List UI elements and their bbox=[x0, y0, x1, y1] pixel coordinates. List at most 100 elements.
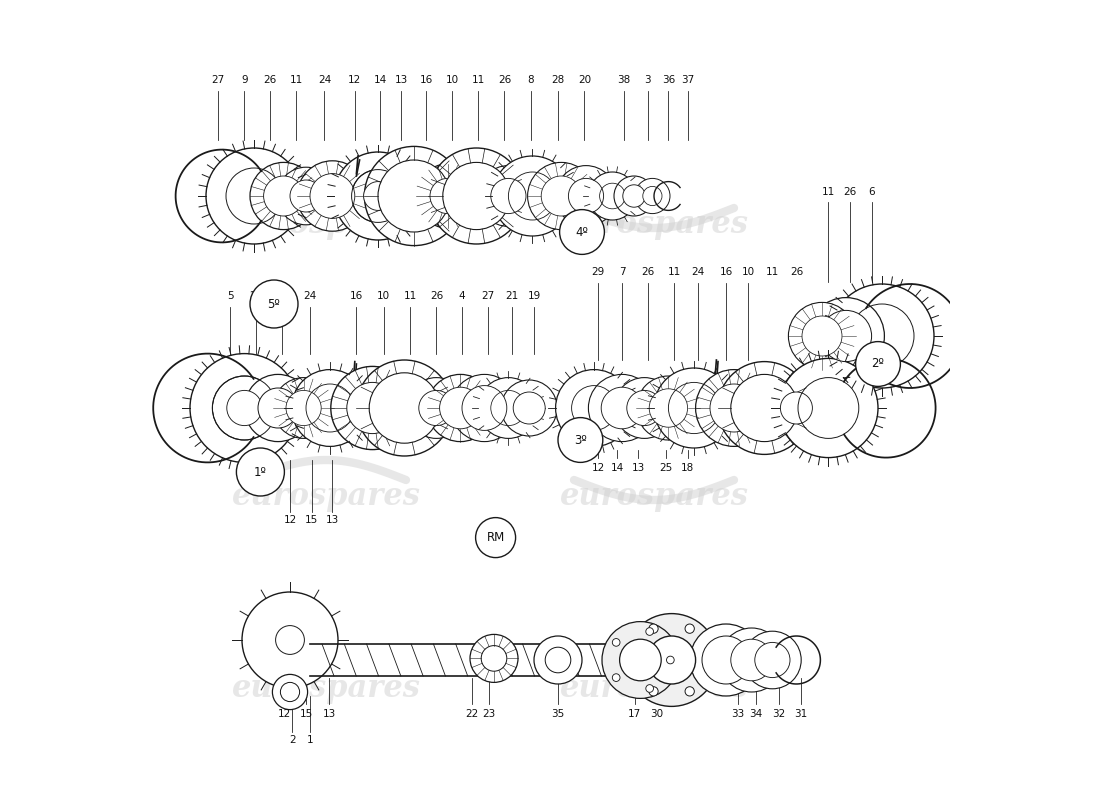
Text: 2º: 2º bbox=[871, 358, 884, 370]
Text: 16: 16 bbox=[419, 75, 432, 85]
Circle shape bbox=[558, 418, 603, 462]
Circle shape bbox=[588, 374, 656, 442]
Text: 12: 12 bbox=[284, 515, 297, 525]
Circle shape bbox=[242, 592, 338, 688]
Circle shape bbox=[491, 178, 526, 214]
Circle shape bbox=[250, 280, 298, 328]
Text: eurospares: eurospares bbox=[232, 673, 420, 703]
Circle shape bbox=[623, 185, 646, 207]
Circle shape bbox=[703, 655, 713, 665]
Text: RM: RM bbox=[486, 531, 505, 544]
Circle shape bbox=[667, 656, 674, 664]
Circle shape bbox=[789, 302, 856, 370]
Text: 25: 25 bbox=[659, 463, 672, 473]
Text: 11: 11 bbox=[822, 187, 835, 197]
Circle shape bbox=[212, 376, 276, 440]
Text: 33: 33 bbox=[732, 709, 745, 718]
Text: 24: 24 bbox=[318, 75, 331, 85]
Circle shape bbox=[280, 682, 299, 702]
Text: 9: 9 bbox=[241, 75, 248, 85]
Circle shape bbox=[364, 182, 393, 210]
Text: 24: 24 bbox=[304, 291, 317, 301]
Circle shape bbox=[419, 390, 454, 426]
Circle shape bbox=[744, 631, 801, 689]
Circle shape bbox=[602, 387, 642, 429]
Circle shape bbox=[614, 176, 654, 216]
Circle shape bbox=[730, 639, 772, 681]
Text: 26: 26 bbox=[263, 75, 276, 85]
Text: 37: 37 bbox=[681, 75, 694, 85]
Text: eurospares: eurospares bbox=[232, 209, 420, 239]
Circle shape bbox=[378, 160, 450, 232]
Text: 11: 11 bbox=[404, 291, 417, 301]
Circle shape bbox=[588, 172, 637, 220]
Circle shape bbox=[685, 624, 694, 634]
Text: 26: 26 bbox=[790, 267, 803, 277]
Text: 26: 26 bbox=[641, 267, 654, 277]
Circle shape bbox=[481, 646, 507, 671]
Circle shape bbox=[297, 161, 367, 231]
Circle shape bbox=[780, 392, 813, 424]
Text: 23: 23 bbox=[483, 709, 496, 718]
Text: 28: 28 bbox=[551, 75, 564, 85]
Circle shape bbox=[807, 298, 884, 374]
Circle shape bbox=[236, 448, 285, 496]
Circle shape bbox=[648, 636, 695, 684]
Text: 31: 31 bbox=[794, 709, 807, 718]
Circle shape bbox=[528, 162, 595, 230]
Circle shape bbox=[427, 374, 494, 442]
Circle shape bbox=[331, 366, 414, 450]
Circle shape bbox=[730, 374, 798, 442]
Text: 4º: 4º bbox=[575, 226, 589, 238]
Circle shape bbox=[443, 162, 510, 230]
Circle shape bbox=[502, 380, 558, 436]
Circle shape bbox=[646, 628, 653, 635]
Circle shape bbox=[830, 284, 934, 388]
Circle shape bbox=[534, 636, 582, 684]
Text: 35: 35 bbox=[551, 709, 564, 718]
Circle shape bbox=[649, 686, 658, 696]
Circle shape bbox=[625, 614, 718, 706]
Circle shape bbox=[556, 166, 616, 226]
Circle shape bbox=[406, 378, 466, 438]
Text: 5º: 5º bbox=[267, 298, 280, 310]
Text: 29: 29 bbox=[592, 267, 605, 277]
Circle shape bbox=[264, 176, 304, 216]
Text: 10: 10 bbox=[446, 75, 459, 85]
Text: 32: 32 bbox=[772, 709, 785, 718]
Circle shape bbox=[569, 178, 604, 214]
Circle shape bbox=[768, 379, 825, 437]
Circle shape bbox=[190, 354, 299, 462]
Text: 2: 2 bbox=[289, 735, 296, 745]
Text: eurospares: eurospares bbox=[560, 673, 748, 703]
Circle shape bbox=[630, 655, 640, 665]
Circle shape bbox=[451, 374, 518, 442]
Circle shape bbox=[273, 674, 308, 710]
Text: 6: 6 bbox=[868, 187, 875, 197]
Circle shape bbox=[493, 156, 572, 236]
Circle shape bbox=[286, 390, 321, 426]
Circle shape bbox=[546, 647, 571, 673]
Text: 1º: 1º bbox=[254, 466, 267, 478]
Circle shape bbox=[642, 186, 662, 206]
Text: 8: 8 bbox=[528, 75, 535, 85]
Circle shape bbox=[206, 148, 302, 244]
Circle shape bbox=[462, 386, 507, 430]
Text: 3º: 3º bbox=[574, 434, 586, 446]
Circle shape bbox=[695, 370, 772, 446]
Text: 10: 10 bbox=[741, 267, 755, 277]
Circle shape bbox=[619, 639, 661, 681]
Circle shape bbox=[719, 628, 783, 692]
Text: 34: 34 bbox=[749, 709, 762, 718]
Text: 4: 4 bbox=[459, 291, 465, 301]
Text: 26: 26 bbox=[249, 291, 262, 301]
Circle shape bbox=[514, 392, 546, 424]
Text: 13: 13 bbox=[395, 75, 408, 85]
Circle shape bbox=[334, 152, 422, 240]
Text: eurospares: eurospares bbox=[560, 481, 748, 511]
Circle shape bbox=[277, 167, 334, 225]
Circle shape bbox=[356, 360, 452, 456]
Text: 18: 18 bbox=[681, 463, 694, 473]
Text: 15: 15 bbox=[299, 709, 312, 718]
Circle shape bbox=[627, 390, 662, 426]
